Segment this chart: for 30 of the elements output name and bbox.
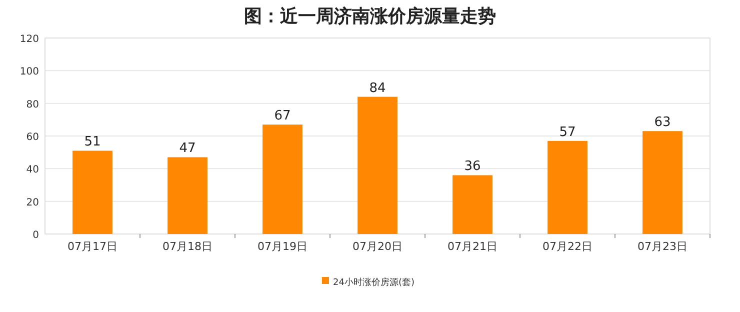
y-tick-label: 120	[20, 34, 39, 45]
data-label: 84	[369, 80, 386, 96]
bar	[168, 157, 208, 234]
x-tick-label: 07月22日	[542, 240, 592, 253]
y-tick-label: 60	[26, 132, 39, 143]
data-label: 47	[179, 141, 196, 156]
data-label: 63	[654, 115, 671, 130]
bar	[452, 175, 492, 234]
y-tick-label: 100	[20, 66, 39, 78]
bar	[548, 140, 588, 234]
x-tick-label: 07月23日	[638, 240, 688, 253]
y-tick-label: 0	[32, 230, 39, 241]
data-label: 36	[464, 159, 481, 174]
bar	[72, 150, 112, 234]
chart-title: 图：近一周济南涨价房源量走势	[244, 6, 496, 27]
x-tick-label: 07月18日	[162, 240, 212, 253]
bar	[262, 124, 302, 234]
x-tick-label: 07月19日	[258, 240, 308, 253]
data-label: 51	[84, 134, 101, 150]
data-label: 67	[274, 108, 291, 124]
legend-label: 24小时涨价房源(套)	[333, 277, 414, 288]
y-tick-label: 80	[26, 99, 39, 110]
bar	[358, 96, 398, 234]
data-label: 57	[559, 124, 576, 140]
x-tick-label: 07月21日	[448, 240, 498, 253]
y-tick-label: 20	[26, 197, 39, 208]
y-tick-label: 40	[26, 164, 39, 176]
bar	[642, 131, 682, 234]
x-tick-label: 07月17日	[68, 240, 118, 253]
x-tick-label: 07月20日	[352, 240, 402, 253]
